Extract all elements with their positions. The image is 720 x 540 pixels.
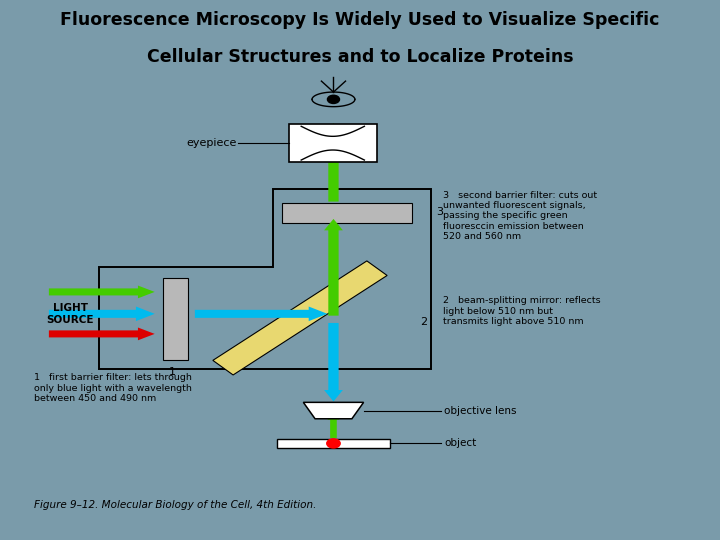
Text: LIGHT
SOURCE: LIGHT SOURCE xyxy=(47,303,94,325)
Bar xyxy=(163,278,188,360)
Bar xyxy=(289,124,377,162)
Polygon shape xyxy=(213,261,387,375)
Text: Cellular Structures and to Localize Proteins: Cellular Structures and to Localize Prot… xyxy=(147,48,573,66)
Text: 3   second barrier filter: cuts out
unwanted fluorescent signals,
passing the sp: 3 second barrier filter: cuts out unwant… xyxy=(443,191,597,241)
Text: object: object xyxy=(444,438,476,448)
FancyArrow shape xyxy=(328,413,340,438)
Bar xyxy=(276,439,390,448)
Bar xyxy=(282,204,413,222)
FancyArrow shape xyxy=(49,307,155,321)
Text: objective lens: objective lens xyxy=(444,406,516,416)
Text: eyepiece: eyepiece xyxy=(186,138,236,148)
Text: Fluorescence Microscopy Is Widely Used to Visualize Specific: Fluorescence Microscopy Is Widely Used t… xyxy=(60,11,660,29)
Text: 1   first barrier filter: lets through
only blue light with a wavelength
between: 1 first barrier filter: lets through onl… xyxy=(34,373,192,403)
Polygon shape xyxy=(303,402,364,419)
Text: 1: 1 xyxy=(169,367,176,377)
Text: Figure 9–12. Molecular Biology of the Cell, 4th Edition.: Figure 9–12. Molecular Biology of the Ce… xyxy=(34,500,317,510)
FancyArrow shape xyxy=(49,328,155,340)
Text: 2   beam-splitting mirror: reflects
light below 510 nm but
transmits light above: 2 beam-splitting mirror: reflects light … xyxy=(443,296,600,326)
Circle shape xyxy=(328,95,340,104)
FancyArrow shape xyxy=(195,307,328,321)
FancyArrow shape xyxy=(324,323,343,401)
Text: 2: 2 xyxy=(420,316,428,327)
FancyArrow shape xyxy=(324,219,343,316)
Text: 3: 3 xyxy=(436,207,443,217)
Circle shape xyxy=(327,439,340,448)
FancyArrow shape xyxy=(324,123,343,201)
FancyArrow shape xyxy=(49,286,155,298)
